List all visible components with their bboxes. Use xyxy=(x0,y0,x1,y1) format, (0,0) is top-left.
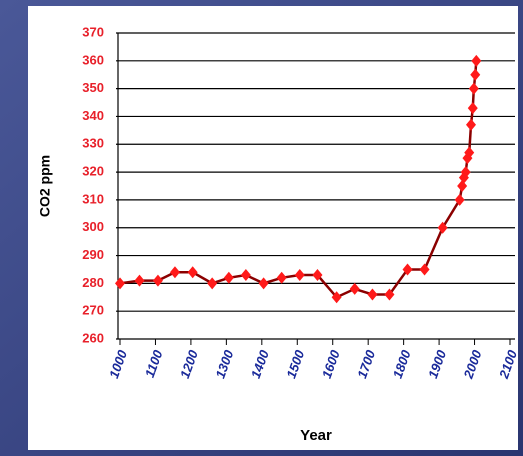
data-point xyxy=(115,277,125,290)
y-tick-label: 350 xyxy=(82,80,104,95)
data-point xyxy=(223,271,234,284)
x-axis-label: Year xyxy=(300,427,332,444)
data-point xyxy=(454,193,465,206)
data-point xyxy=(460,166,471,179)
y-tick-label: 270 xyxy=(82,303,104,318)
data-point xyxy=(468,82,479,95)
data-point xyxy=(294,269,305,282)
data-point xyxy=(187,266,198,279)
data-point xyxy=(331,291,342,304)
data-point xyxy=(258,277,269,290)
data-point xyxy=(240,269,251,282)
y-tick-label: 320 xyxy=(82,164,104,179)
data-point xyxy=(276,271,287,284)
data-point xyxy=(466,118,476,131)
data-point xyxy=(457,180,468,192)
data-point xyxy=(367,288,378,301)
data-point xyxy=(471,54,482,67)
y-tick-label: 340 xyxy=(82,108,104,123)
y-tick-label: 280 xyxy=(82,275,104,290)
data-point xyxy=(349,282,360,295)
data-point xyxy=(419,263,430,276)
y-tick-label: 260 xyxy=(82,330,104,345)
data-point xyxy=(169,266,180,279)
data-point xyxy=(312,269,323,282)
y-tick-label: 300 xyxy=(82,219,104,234)
y-tick-label: 330 xyxy=(82,136,104,151)
y-tick-label: 360 xyxy=(82,52,104,67)
data-point xyxy=(437,221,448,234)
data-point xyxy=(467,102,478,115)
data-point xyxy=(464,146,475,159)
y-tick-label: 370 xyxy=(82,24,104,39)
y-tick-label: 310 xyxy=(82,191,104,206)
data-point xyxy=(134,274,145,287)
data-point xyxy=(152,274,163,287)
data-point xyxy=(470,68,481,81)
data-point xyxy=(384,288,395,301)
y-tick-label: 290 xyxy=(82,247,104,262)
data-point xyxy=(207,277,218,290)
data-point xyxy=(402,263,413,276)
y-axis-label: CO2 ppm xyxy=(37,155,53,217)
